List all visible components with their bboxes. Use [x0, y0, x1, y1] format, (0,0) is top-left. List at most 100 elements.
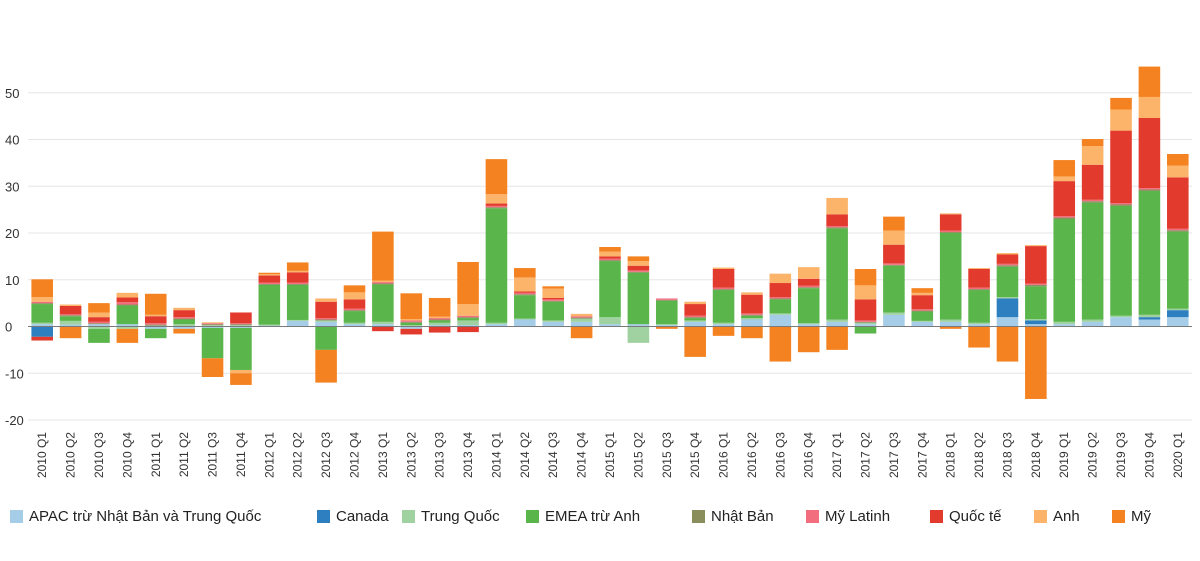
bar-segment — [797, 288, 820, 324]
bar-segment — [59, 305, 82, 315]
bar-segment — [173, 328, 195, 334]
bar-segment — [939, 233, 962, 320]
bar-segment — [570, 313, 593, 317]
legend-swatch — [402, 509, 415, 523]
bar-segment — [1025, 245, 1047, 247]
bar-segment — [428, 322, 451, 326]
bar-segment — [286, 319, 309, 321]
x-tick-label: 2010 Q2 — [64, 432, 78, 478]
bar-segment — [400, 320, 423, 322]
bar-segment — [1110, 203, 1132, 205]
bar-segment — [201, 323, 224, 325]
bar-segment — [996, 297, 1019, 299]
bar-segment — [769, 299, 792, 314]
bar-segment — [258, 283, 281, 285]
legend-item-japan: Nhật Bản — [692, 503, 774, 529]
bar-segment — [514, 291, 536, 293]
legend-item-international: Quốc tế — [930, 503, 1002, 529]
bar-segment — [59, 324, 82, 327]
bar-segment — [797, 278, 820, 286]
bar-segment — [1110, 204, 1132, 206]
bar-segment — [911, 321, 934, 327]
y-tick-label: 0 — [5, 320, 12, 335]
bar-segment — [769, 298, 792, 300]
bar-segment — [116, 305, 139, 325]
legend-label: APAC trừ Nhật Bản và Trung Quốc — [29, 507, 262, 525]
bar-segment — [1081, 201, 1104, 203]
legend-item-apac: APAC trừ Nhật Bản và Trung Quốc — [10, 503, 261, 529]
x-tick-label: 2016 Q1 — [717, 432, 731, 478]
bar-segment — [1167, 230, 1189, 232]
x-tick-label: 2016 Q4 — [802, 432, 816, 478]
bar-segment — [968, 324, 990, 327]
bar-segment — [485, 159, 508, 195]
bar-segment — [741, 315, 763, 319]
bar-segment — [996, 253, 1019, 255]
bar-segment — [201, 325, 224, 327]
bar-segment — [883, 264, 905, 266]
bar-segment — [1081, 139, 1104, 147]
bar-segment — [712, 267, 735, 269]
bar-segment — [1081, 321, 1104, 327]
bar-segment — [88, 328, 110, 343]
bar-segment — [59, 314, 82, 316]
legend-label: Quốc tế — [949, 507, 1002, 525]
bar-segment — [911, 310, 934, 312]
bar-segment — [1110, 130, 1132, 204]
bar-segment — [457, 261, 479, 305]
bar-segment — [911, 288, 934, 293]
bar-segment — [797, 323, 820, 325]
bar-segment — [826, 321, 848, 327]
x-tick-label: 2018 Q3 — [1000, 432, 1014, 478]
bar-segment — [570, 316, 593, 318]
x-tick-label: 2020 Q1 — [1171, 432, 1185, 478]
bar-segment — [1053, 176, 1076, 182]
bar-segment — [1053, 160, 1076, 177]
bar-segment — [343, 285, 366, 293]
bar-segment — [88, 326, 110, 329]
bar-segment — [826, 214, 848, 226]
bar-segment — [542, 297, 565, 300]
bar-segment — [400, 293, 423, 320]
bar-segment — [88, 324, 110, 327]
bar-segment — [911, 295, 934, 310]
bar-segment — [59, 320, 82, 325]
bar-segment — [230, 312, 252, 324]
bar-segment — [712, 268, 735, 288]
x-tick-label: 2017 Q3 — [887, 432, 901, 478]
bar-segment — [286, 262, 309, 271]
x-tick-label: 2010 Q1 — [35, 432, 49, 478]
bar-segment — [230, 327, 252, 370]
bar-segment — [883, 244, 905, 264]
bar-segment — [712, 324, 735, 327]
bar-segment — [88, 323, 110, 325]
bar-segment — [741, 313, 763, 315]
bar-segment — [31, 303, 53, 305]
bar-segment — [514, 319, 536, 327]
bar-segment — [514, 277, 536, 292]
bar-segment — [627, 270, 650, 272]
bar-segment — [769, 326, 792, 362]
x-tick-label: 2011 Q3 — [206, 432, 220, 477]
bar-segment — [769, 313, 792, 315]
bar-segment — [1138, 96, 1161, 118]
bar-segment — [31, 336, 53, 341]
bar-segment — [88, 303, 110, 313]
bar-segment — [201, 327, 224, 359]
bar-segment — [428, 318, 451, 320]
bar-segment — [400, 326, 423, 329]
bar-segment — [627, 256, 650, 262]
bar-segment — [230, 324, 252, 326]
bar-segment — [173, 324, 195, 327]
bar-segment — [1025, 324, 1047, 327]
bar-segment — [1138, 66, 1161, 97]
bar-segment — [797, 326, 820, 353]
bar-segment — [286, 283, 309, 285]
x-tick-label: 2016 Q3 — [773, 432, 787, 478]
x-tick-label: 2014 Q1 — [489, 432, 503, 478]
x-tick-label: 2012 Q1 — [262, 432, 276, 478]
bar-segment — [797, 287, 820, 289]
bar-segment — [173, 307, 195, 311]
bar-segment — [968, 268, 990, 269]
bar-segment — [286, 320, 309, 327]
